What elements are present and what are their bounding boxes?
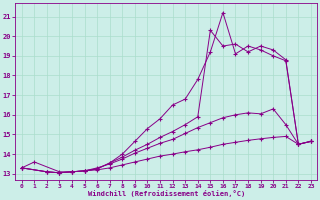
X-axis label: Windchill (Refroidissement éolien,°C): Windchill (Refroidissement éolien,°C) [88,190,245,197]
